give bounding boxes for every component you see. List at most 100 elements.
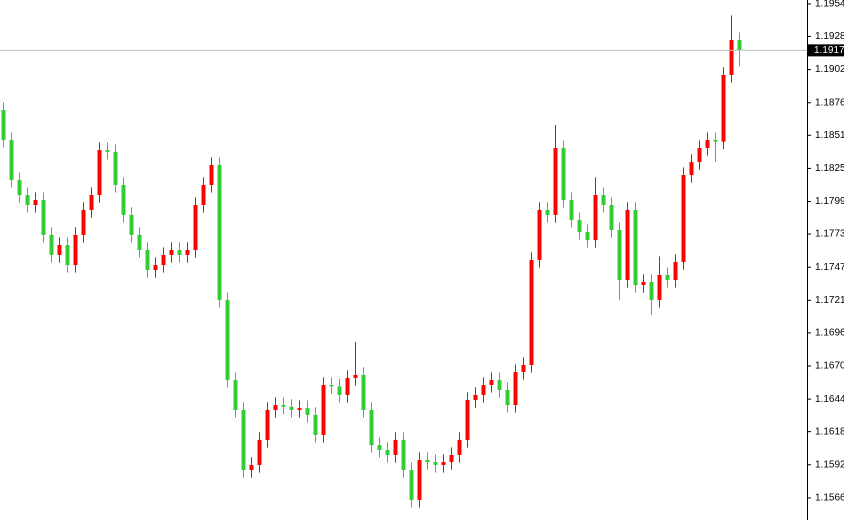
candle-body	[329, 384, 334, 387]
candle-body	[569, 200, 574, 221]
candle-body	[393, 439, 398, 455]
current-price-label: 1.19176	[814, 45, 844, 56]
y-tick-label: 1.16185	[815, 426, 844, 437]
candle-body	[313, 414, 318, 435]
y-tick-label: 1.15925	[815, 459, 844, 470]
y-tick-label: 1.19025	[815, 64, 844, 75]
candle-body	[193, 204, 198, 250]
candle-body	[665, 274, 670, 280]
candle-body	[169, 249, 174, 255]
candle-body	[1, 110, 6, 140]
candle-body	[145, 249, 150, 271]
y-tick-label: 1.16960	[815, 327, 844, 338]
candle-body	[25, 195, 30, 205]
candle-body	[529, 259, 534, 365]
y-tick-label: 1.18765	[815, 97, 844, 108]
candle-body	[337, 386, 342, 395]
candle-body	[201, 184, 206, 205]
candle-body	[345, 377, 350, 395]
y-tick-label: 1.17735	[815, 229, 844, 240]
candle-body	[689, 162, 694, 176]
candle-body	[433, 461, 438, 465]
candle-body	[249, 464, 254, 471]
candle-body	[481, 384, 486, 395]
y-tick-label: 1.18510	[815, 130, 844, 141]
current-price-box	[808, 44, 844, 57]
candle-body	[265, 409, 270, 440]
y-tick-label: 1.19540	[815, 0, 844, 10]
candle-body	[385, 450, 390, 455]
candle-body	[521, 364, 526, 372]
candle-body	[417, 459, 422, 500]
candle-body	[553, 148, 558, 215]
candle-body	[713, 139, 718, 142]
candle-body	[505, 389, 510, 406]
y-tick-label: 1.18250	[815, 163, 844, 174]
candle-body	[489, 380, 494, 385]
y-tick-label: 1.17475	[815, 262, 844, 273]
candle-body	[217, 164, 222, 300]
candle-body	[65, 245, 70, 266]
candle-body	[105, 150, 110, 152]
candle-body	[497, 380, 502, 390]
candle-body	[297, 408, 302, 410]
candle-body	[233, 380, 238, 410]
candle-body	[57, 245, 62, 255]
candle-body	[625, 209, 630, 280]
candle-body	[577, 220, 582, 233]
candle-body	[641, 281, 646, 286]
candle-body	[113, 151, 118, 185]
candle-body	[649, 281, 654, 300]
candle-body	[609, 204, 614, 230]
candle-body	[705, 139, 710, 149]
candle-body	[153, 265, 158, 271]
candle-body	[673, 261, 678, 280]
candle-body	[465, 400, 470, 440]
candle-body	[97, 150, 102, 196]
candle-body	[601, 195, 606, 205]
candle-body	[225, 299, 230, 381]
candle-body	[177, 249, 182, 255]
candle-body	[473, 394, 478, 401]
candle-body	[377, 445, 382, 451]
candle-body	[185, 249, 190, 255]
candle-body	[161, 254, 166, 266]
candle-body	[681, 175, 686, 262]
candle-body	[545, 209, 550, 215]
candle-body	[33, 200, 38, 205]
candle-body	[89, 195, 94, 210]
candle-body	[697, 148, 702, 163]
candle-body	[441, 461, 446, 465]
candle-body	[257, 439, 262, 465]
candle-body	[513, 371, 518, 406]
candle-body	[729, 40, 734, 75]
candle-body	[633, 209, 638, 286]
candle-body	[409, 470, 414, 500]
candle-body	[617, 229, 622, 280]
candle-body	[369, 409, 374, 446]
y-tick-label: 1.16440	[815, 394, 844, 405]
candle-body	[457, 439, 462, 455]
candle-body	[17, 180, 22, 196]
y-tick-label: 1.17990	[815, 196, 844, 207]
y-tick-label: 1.19285	[815, 31, 844, 42]
candle-body	[593, 195, 598, 241]
candle-body	[449, 454, 454, 462]
candle-body	[73, 234, 78, 266]
y-tick-label: 1.15665	[815, 493, 844, 504]
candle-body	[361, 374, 366, 410]
candle-body	[657, 274, 662, 300]
candle-body	[41, 200, 46, 235]
candle-body	[129, 214, 134, 235]
candle-body	[401, 439, 406, 471]
candle-body	[721, 74, 726, 142]
candle-body	[585, 232, 590, 241]
candle-body	[561, 148, 566, 201]
candle-body	[305, 408, 310, 415]
candle-body	[425, 459, 430, 462]
candle-body	[209, 164, 214, 185]
candle-body	[81, 209, 86, 235]
candle-body	[289, 406, 294, 410]
